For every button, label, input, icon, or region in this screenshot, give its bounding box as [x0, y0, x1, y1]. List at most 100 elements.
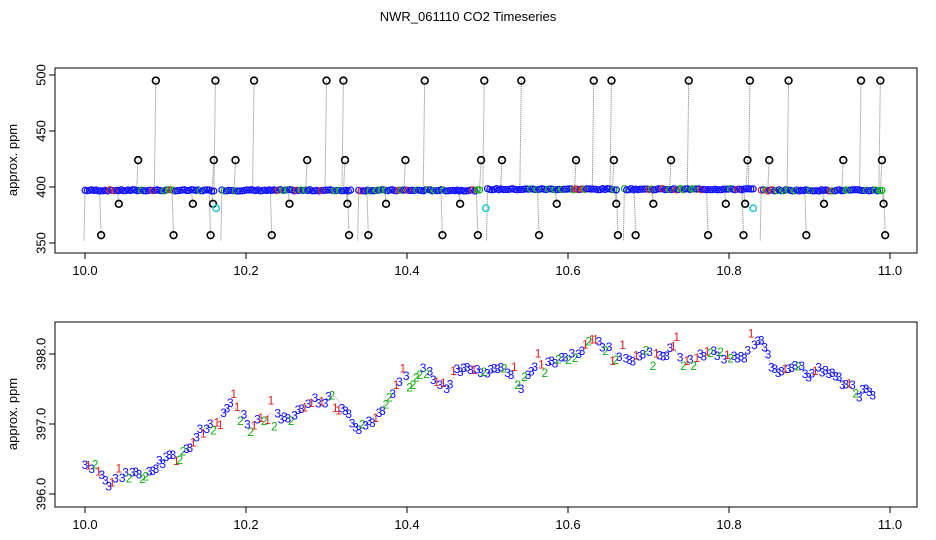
- bottom-x-tick-label: 11.0: [878, 517, 902, 532]
- bottom-marker-3: 3: [166, 448, 173, 462]
- bottom-marker-2: 2: [271, 420, 278, 434]
- top-baseline-point: [876, 186, 884, 194]
- top-spike-line: [804, 190, 807, 236]
- top-baseline-point: [742, 185, 750, 193]
- bottom-marker-1: 1: [115, 461, 122, 475]
- top-flagged-point: [739, 230, 748, 240]
- top-spike-line: [841, 160, 844, 191]
- bottom-marker-3: 3: [825, 367, 832, 381]
- top-baseline-point: [587, 185, 596, 193]
- bottom-marker-3: 3: [579, 344, 586, 358]
- bottom-marker-3: 3: [366, 414, 373, 428]
- bottom-marker-3: 3: [339, 402, 346, 416]
- top-flagged-point: [684, 76, 693, 85]
- bottom-marker-3: 3: [660, 349, 667, 363]
- bottom-marker-1: 1: [308, 396, 315, 410]
- top-baseline-point: [158, 187, 166, 195]
- bottom-marker-3: 3: [504, 366, 511, 380]
- top-baseline-point: [849, 186, 857, 194]
- bottom-marker-1: 1: [372, 411, 379, 425]
- bottom-marker-2: 2: [717, 345, 724, 359]
- bottom-marker-3: 3: [352, 420, 359, 434]
- top-spike-line: [403, 160, 406, 191]
- top-gap-spike: [357, 190, 360, 241]
- top-baseline-point: [583, 185, 591, 193]
- top-baseline-point: [612, 186, 620, 194]
- bottom-marker-3: 3: [616, 350, 623, 364]
- top-baseline-point: [243, 186, 251, 194]
- top-flagged-point: [552, 199, 561, 209]
- bottom-marker-3: 3: [792, 358, 799, 372]
- top-baseline-point: [526, 185, 535, 193]
- top-spike-line: [99, 190, 102, 236]
- top-baseline-point: [402, 186, 410, 194]
- bottom-marker-3: 3: [697, 347, 704, 361]
- bottom-marker-2: 2: [247, 425, 254, 439]
- bottom-marker-3: 3: [575, 347, 582, 361]
- top-x-tick-label: 11.0: [878, 263, 902, 278]
- bottom-marker-3: 3: [159, 457, 166, 471]
- bottom-marker-1: 1: [724, 348, 731, 362]
- bottom-marker-1: 1: [257, 411, 264, 425]
- top-baseline-point: [225, 186, 233, 194]
- bottom-marker-3: 3: [460, 361, 467, 375]
- bottom-marker-1: 1: [653, 346, 660, 360]
- top-flagged-point: [169, 230, 178, 240]
- bottom-marker-1: 1: [694, 351, 701, 365]
- bottom-marker-3: 3: [802, 367, 809, 381]
- bottom-marker-3: 3: [197, 422, 204, 436]
- bottom-marker-3: 3: [227, 396, 234, 410]
- bottom-panel: 3132133313133233322333333331223313313321…: [5, 321, 918, 532]
- top-baseline-point: [119, 187, 128, 195]
- top-baseline-point: [740, 185, 748, 193]
- top-y-tick-label: 350: [34, 232, 49, 254]
- bottom-marker-3: 3: [207, 417, 214, 431]
- top-baseline-point: [210, 187, 218, 195]
- bottom-marker-3: 3: [758, 334, 765, 348]
- bottom-marker-3: 3: [427, 365, 434, 379]
- bottom-marker-1: 1: [812, 364, 819, 378]
- bottom-x-tick-label: 10.4: [394, 517, 419, 532]
- bottom-marker-1: 1: [264, 413, 271, 427]
- bottom-marker-1: 1: [633, 349, 640, 363]
- top-baseline-point: [234, 187, 242, 195]
- top-baseline-point: [715, 186, 723, 194]
- bottom-marker-1: 1: [440, 376, 447, 390]
- bottom-marker-3: 3: [322, 397, 329, 411]
- bottom-marker-2: 2: [423, 367, 430, 381]
- top-baseline-point: [97, 187, 105, 195]
- bottom-marker-1: 1: [670, 340, 677, 354]
- bottom-marker-3: 3: [714, 349, 721, 363]
- top-flagged-point: [607, 76, 616, 85]
- top-panel-data: [81, 76, 890, 241]
- bottom-marker-2: 2: [514, 378, 521, 392]
- bottom-marker-3: 3: [146, 465, 153, 479]
- bottom-marker-1: 1: [335, 404, 342, 418]
- bottom-marker-3: 3: [193, 430, 200, 444]
- bottom-marker-2: 2: [585, 335, 592, 349]
- top-baseline-point: [347, 186, 355, 194]
- top-spike-line: [347, 190, 350, 236]
- bottom-marker-3: 3: [663, 349, 670, 363]
- bottom-marker-3: 3: [558, 351, 565, 365]
- bottom-marker-3: 3: [396, 375, 403, 389]
- bottom-marker-3: 3: [596, 335, 603, 349]
- top-flagged-point: [322, 76, 331, 85]
- bottom-marker-1: 1: [251, 419, 258, 433]
- top-baseline-point: [663, 185, 671, 194]
- bottom-marker-3: 3: [636, 350, 643, 364]
- top-baseline-point: [196, 187, 204, 195]
- top-flagged-point: [343, 199, 352, 209]
- bottom-marker-3: 3: [798, 359, 805, 373]
- bottom-marker-3: 3: [545, 355, 552, 369]
- top-baseline-point: [395, 186, 403, 194]
- bottom-marker-2: 2: [727, 352, 734, 366]
- bottom-marker-3: 3: [599, 341, 606, 355]
- bottom-marker-1: 1: [234, 400, 241, 414]
- top-flagged-point: [285, 199, 294, 209]
- top-cyan-point: [481, 204, 490, 213]
- top-y-tick-label: 400: [34, 176, 49, 198]
- top-spike-line: [422, 80, 426, 191]
- top-baseline-point: [733, 185, 741, 193]
- bottom-marker-2: 2: [690, 359, 697, 373]
